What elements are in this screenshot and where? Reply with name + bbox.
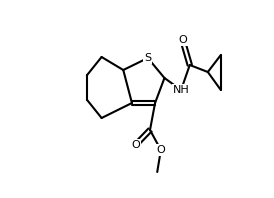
Text: O: O [178,35,187,45]
Text: O: O [156,145,165,155]
Text: NH: NH [173,85,189,95]
Text: S: S [144,53,152,63]
Text: O: O [131,140,140,150]
